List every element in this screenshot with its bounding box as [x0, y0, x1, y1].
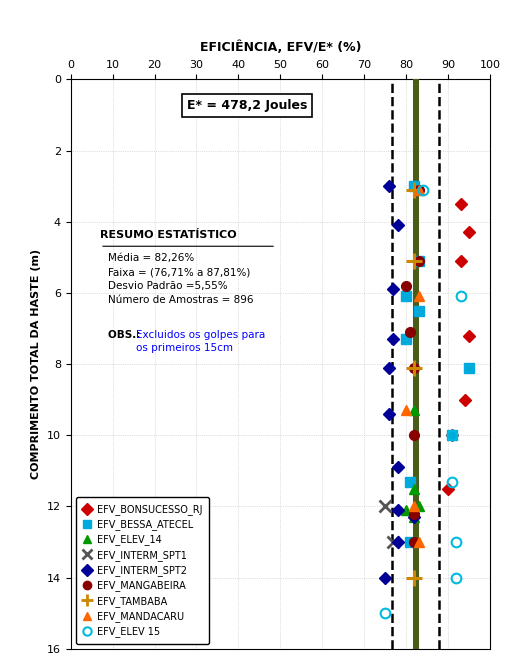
Text: OBS.:: OBS.: [109, 330, 144, 340]
Text: RESUMO ESTATÍSTICO: RESUMO ESTATÍSTICO [100, 230, 237, 240]
Y-axis label: COMPRIMENTO TOTAL DA HASTE (m): COMPRIMENTO TOTAL DA HASTE (m) [31, 249, 41, 479]
Legend: EFV_BONSUCESSO_RJ, EFV_BESSA_ATECEL, EFV_ELEV_14, EFV_INTERM_SPT1, EFV_INTERM_SP: EFV_BONSUCESSO_RJ, EFV_BESSA_ATECEL, EFV… [76, 497, 209, 644]
X-axis label: EFICIÊNCIA, EFV/E* (%): EFICIÊNCIA, EFV/E* (%) [199, 41, 361, 54]
Text: Média = 82,26%
Faixa = (76,71% a 87,81%)
Desvio Padrão =5,55%
Número de Amostras: Média = 82,26% Faixa = (76,71% a 87,81%)… [109, 253, 254, 305]
Text: E* = 478,2 Joules: E* = 478,2 Joules [186, 99, 307, 113]
Text: Excluidos os golpes para
os primeiros 15cm: Excluidos os golpes para os primeiros 15… [136, 330, 265, 353]
